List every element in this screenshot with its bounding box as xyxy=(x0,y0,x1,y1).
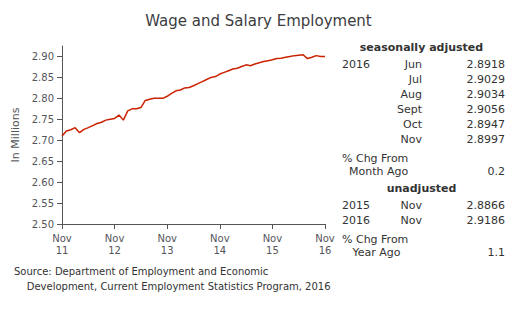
svg-text:Nov: Nov xyxy=(105,233,125,244)
svg-text:Oct: Oct xyxy=(403,118,423,131)
svg-text:Year Ago: Year Ago xyxy=(342,246,401,259)
svg-text:Jun: Jun xyxy=(404,58,422,71)
svg-text:13: 13 xyxy=(161,245,174,256)
svg-text:2.9029: 2.9029 xyxy=(467,73,506,86)
svg-text:Nov: Nov xyxy=(401,214,423,227)
svg-text:Source: Department of Employme: Source: Department of Employment and Eco… xyxy=(14,266,268,277)
svg-text:2.60: 2.60 xyxy=(32,177,54,188)
svg-text:2015: 2015 xyxy=(342,199,370,212)
svg-text:% Chg From: % Chg From xyxy=(342,233,408,246)
svg-text:Development, Current Employmen: Development, Current Employment Statisti… xyxy=(14,281,331,292)
svg-text:2.70: 2.70 xyxy=(32,135,54,146)
svg-text:2.8918: 2.8918 xyxy=(467,58,506,71)
svg-text:11: 11 xyxy=(56,245,69,256)
svg-text:2.55: 2.55 xyxy=(32,198,54,209)
svg-text:Nov: Nov xyxy=(157,233,177,244)
svg-text:Month Ago: Month Ago xyxy=(342,165,408,178)
svg-text:Sept: Sept xyxy=(397,103,423,116)
svg-text:0.2: 0.2 xyxy=(488,165,506,178)
svg-text:16: 16 xyxy=(319,245,332,256)
svg-text:Nov: Nov xyxy=(401,199,423,212)
svg-text:2.9186: 2.9186 xyxy=(467,214,506,227)
svg-text:Wage and Salary Employment: Wage and Salary Employment xyxy=(145,12,372,30)
svg-text:2.8866: 2.8866 xyxy=(467,199,506,212)
svg-text:2016: 2016 xyxy=(342,58,370,71)
svg-text:2.85: 2.85 xyxy=(32,72,54,83)
svg-text:2.8997: 2.8997 xyxy=(467,133,506,146)
svg-text:Aug: Aug xyxy=(401,88,422,101)
svg-text:% Chg From: % Chg From xyxy=(342,152,408,165)
svg-text:In Millions: In Millions xyxy=(9,107,22,162)
svg-text:unadjusted: unadjusted xyxy=(387,182,457,195)
svg-text:1.1: 1.1 xyxy=(488,246,506,259)
svg-text:Nov: Nov xyxy=(401,133,423,146)
svg-text:2.9056: 2.9056 xyxy=(467,103,506,116)
svg-text:Jul: Jul xyxy=(408,73,422,86)
svg-text:Nov: Nov xyxy=(52,233,72,244)
svg-text:2.65: 2.65 xyxy=(32,156,54,167)
svg-text:seasonally adjusted: seasonally adjusted xyxy=(360,41,483,54)
svg-text:2016: 2016 xyxy=(342,214,370,227)
svg-text:2.50: 2.50 xyxy=(32,219,54,230)
svg-text:14: 14 xyxy=(213,245,226,256)
svg-text:2.90: 2.90 xyxy=(32,51,54,62)
svg-text:12: 12 xyxy=(108,245,121,256)
svg-text:Nov: Nov xyxy=(210,233,230,244)
svg-text:Nov: Nov xyxy=(263,233,283,244)
svg-text:2.9034: 2.9034 xyxy=(467,88,506,101)
svg-text:2.80: 2.80 xyxy=(32,93,54,104)
svg-text:Nov: Nov xyxy=(315,233,335,244)
svg-text:2.75: 2.75 xyxy=(32,114,54,125)
svg-text:2.8947: 2.8947 xyxy=(467,118,506,131)
svg-text:15: 15 xyxy=(266,245,279,256)
